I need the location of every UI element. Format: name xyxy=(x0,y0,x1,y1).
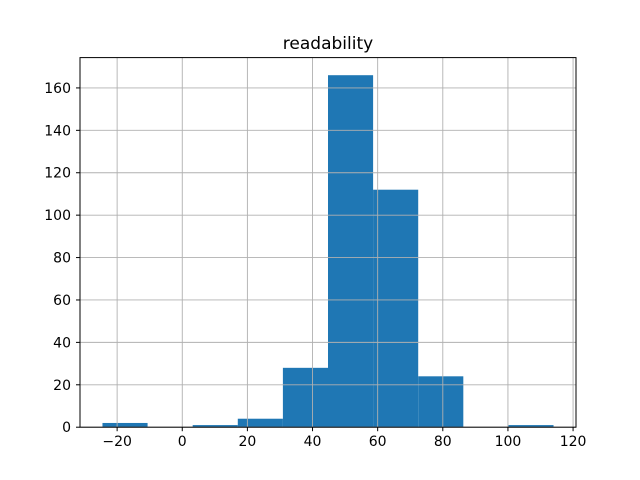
histogram-bar xyxy=(508,425,554,428)
histogram-bar xyxy=(192,425,238,428)
histogram-bar xyxy=(282,367,328,428)
x-tick-label: 80 xyxy=(434,434,452,450)
y-tick-label: 160 xyxy=(44,81,71,97)
x-tick-label: 100 xyxy=(495,434,522,450)
x-tick-label: −20 xyxy=(102,434,132,450)
x-tick-label: 60 xyxy=(369,434,387,450)
y-tick-label: 140 xyxy=(44,123,71,139)
chart-title: readability xyxy=(283,34,373,54)
histogram-bar xyxy=(328,75,374,428)
x-tick-label: 20 xyxy=(238,434,256,450)
x-tick-label: 0 xyxy=(178,434,187,450)
y-tick-label: 0 xyxy=(62,420,71,436)
y-tick-label: 120 xyxy=(44,166,71,182)
tick-labels-layer: −20 0 20 40 60 80 100 120 0 20 40 60 80 100 120 140 160 xyxy=(44,81,586,450)
y-tick-label: 80 xyxy=(53,251,71,267)
y-tick-label: 20 xyxy=(53,378,71,394)
y-tick-label: 60 xyxy=(53,293,71,309)
histogram-bar xyxy=(373,189,419,428)
grid-layer xyxy=(80,57,576,428)
y-tick-label: 40 xyxy=(53,335,71,351)
x-tick-label: 120 xyxy=(560,434,587,450)
plot-frame xyxy=(79,57,577,428)
histogram-bar xyxy=(418,376,464,428)
histogram-bar xyxy=(102,422,148,428)
bars-layer xyxy=(102,75,554,428)
x-tick-label: 40 xyxy=(304,434,322,450)
axes-layer xyxy=(76,57,577,432)
y-tick-label: 100 xyxy=(44,208,71,224)
histogram-bar xyxy=(237,418,283,428)
